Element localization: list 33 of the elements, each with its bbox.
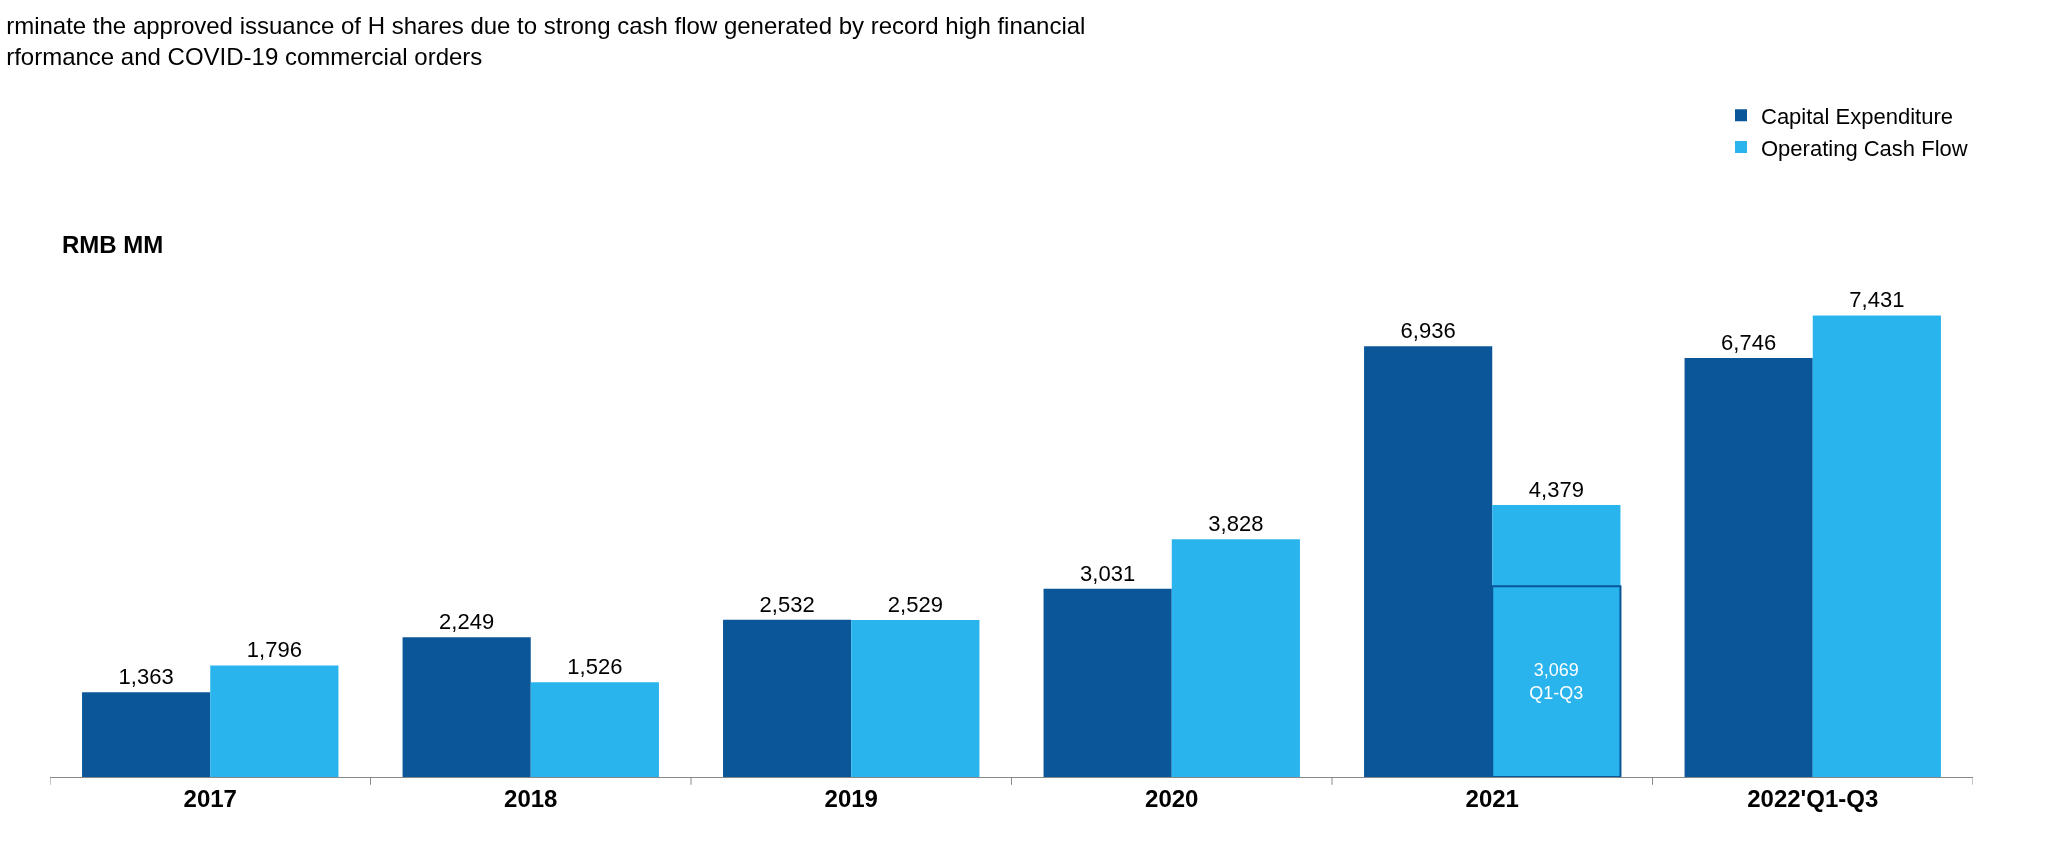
- x-tick-label: 2017: [183, 784, 237, 812]
- data-label: 4,379: [1528, 476, 1584, 502]
- bar: [1171, 539, 1300, 777]
- x-tick-label: 2021: [1465, 784, 1519, 812]
- data-label: 6,936: [1400, 318, 1456, 344]
- data-label: 3,031: [1080, 560, 1136, 586]
- x-tick-label: 2022'Q1-Q3: [1747, 784, 1879, 812]
- legend-label: Capital Expenditure: [1761, 103, 1954, 129]
- data-label: 2,249: [439, 609, 495, 635]
- chart-title: rminate the approved issuance of H shares due to strong cash flow generated by record high financial rformance and COVID-19 commercial orders: [6, 11, 1086, 71]
- data-label: 3,069 Q1-Q3: [1529, 659, 1584, 704]
- bar: [851, 619, 980, 777]
- x-tick-label: 2020: [1145, 784, 1199, 812]
- data-label: 3,828: [1208, 511, 1264, 537]
- bar: [210, 665, 339, 777]
- bar: [402, 637, 531, 777]
- x-tick-label: 2019: [824, 784, 878, 812]
- bar: [82, 692, 211, 777]
- bar: [1043, 588, 1172, 777]
- data-label: 1,796: [246, 637, 302, 663]
- data-label: 2,529: [887, 591, 943, 617]
- data-label: 6,746: [1721, 329, 1777, 355]
- data-label: 2,532: [759, 591, 815, 617]
- y-axis-title: RMB MM: [62, 231, 164, 258]
- legend-label: Operating Cash Flow: [1761, 135, 1968, 161]
- bar: [723, 619, 852, 777]
- x-tick-label: 2018: [504, 784, 558, 812]
- data-label: 1,526: [567, 654, 623, 680]
- bar: [1812, 315, 1941, 777]
- bar: [1684, 357, 1813, 777]
- data-label: 1,363: [118, 664, 174, 690]
- bar: [530, 682, 659, 777]
- data-label: 7,431: [1849, 287, 1905, 313]
